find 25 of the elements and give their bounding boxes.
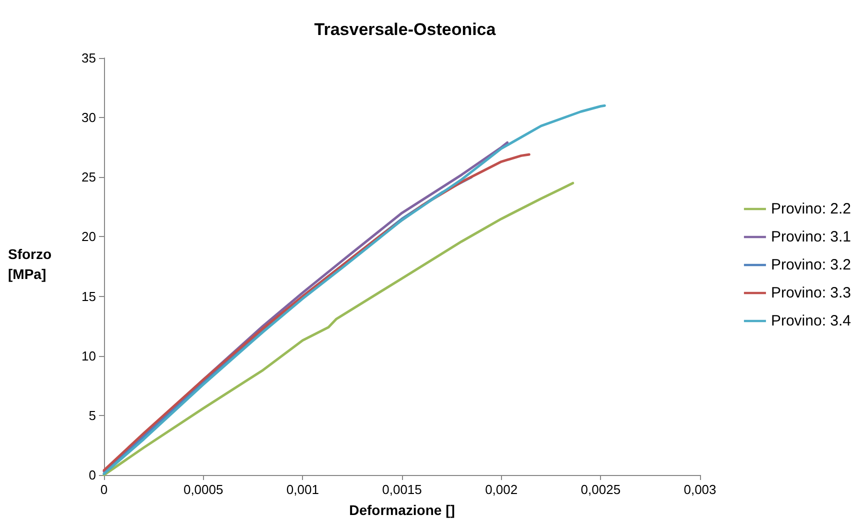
y-tick-label: 0 (88, 468, 96, 482)
x-tick-label: 0,0025 (580, 482, 621, 497)
y-tick-label: 5 (88, 408, 96, 423)
y-tick-label: 15 (82, 288, 96, 304)
x-tick-label: 0,0005 (183, 482, 224, 497)
legend-label: Provino: 3.4 (770, 312, 851, 330)
x-tick-label: 0,001 (286, 482, 319, 497)
legend-label: Provino: 3.3 (770, 284, 851, 302)
x-axis-title: Deformazione [] (349, 502, 455, 518)
chart-title: Trasversale-Osteonica (314, 20, 496, 39)
line-series (102, 104, 606, 476)
y-tick-label: 25 (82, 170, 96, 185)
y-tick-label: 30 (82, 110, 96, 126)
x-tick-label: 0,003 (684, 482, 716, 497)
y-tick-label: 20 (82, 229, 96, 244)
x-tick-label: 0 (100, 482, 108, 497)
y-tick-label: 10 (82, 348, 96, 364)
x-tick-label: 0,0015 (382, 482, 422, 497)
legend-label: Provino: 3.2 (770, 256, 851, 274)
line-series (102, 182, 574, 476)
x-tick-label: 0,002 (485, 482, 518, 497)
y-axis-title: Sforzo [MPa] (8, 246, 52, 282)
legend-label: Provino: 3.1 (770, 228, 851, 246)
y-tick-label: 35 (82, 50, 96, 66)
legend-label: Provino: 2.2 (770, 200, 851, 218)
